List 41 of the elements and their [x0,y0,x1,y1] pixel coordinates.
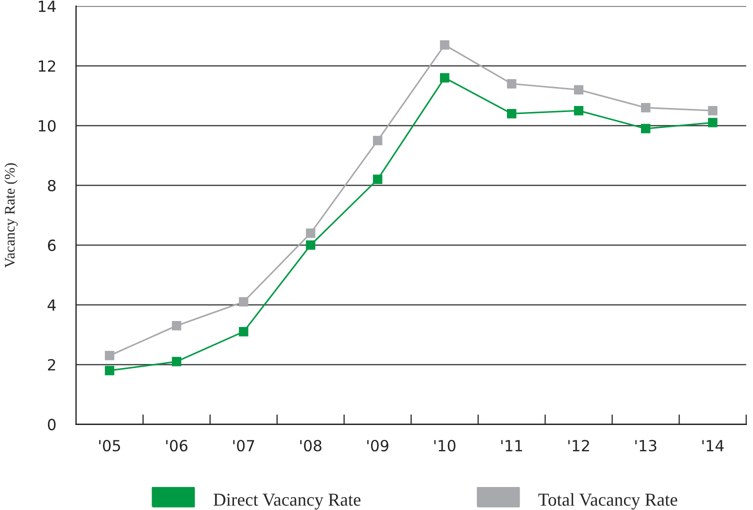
x-tick-label: '10 [434,440,456,452]
y-tick-label: 4 [48,300,56,311]
point [172,356,182,366]
point [104,350,114,360]
y-tick-label: 10 [38,120,56,132]
point [574,106,584,116]
y-tick-label: 6 [48,240,56,252]
x-tick-label: '11 [501,440,522,452]
y-tick-label: 0 [48,418,56,430]
point [306,240,316,250]
legend-label: Direct Vacancy Rate [214,494,360,510]
point [506,79,516,88]
x-tick-label: '09 [367,440,388,452]
y-tick-label: 8 [48,180,56,192]
point [372,136,382,146]
point [104,366,114,376]
point [238,297,248,307]
point [172,321,182,330]
y-tick-label: 14 [38,0,56,12]
point [641,124,650,134]
point [574,85,584,94]
legend-label: Total Vacancy Rate [538,493,678,510]
point [238,327,248,336]
point [440,40,450,50]
x-tick-label: '07 [233,440,254,452]
x-tick-label: '14 [702,440,724,452]
point [708,118,718,128]
point [708,106,718,116]
x-tick-label: '05 [99,440,120,452]
point [372,174,382,184]
point [641,102,650,112]
point [506,108,516,118]
x-tick-label: '13 [635,440,656,452]
y-axis-title: Vacancy Rate (%) [4,163,18,268]
x-tick-label: '08 [300,440,322,452]
point [440,73,450,82]
y-tick-label: 12 [38,60,56,72]
y-tick-label: 2 [48,359,56,370]
x-tick-label: '12 [568,440,589,452]
point [306,228,316,238]
x-tick-label: '06 [166,440,188,452]
